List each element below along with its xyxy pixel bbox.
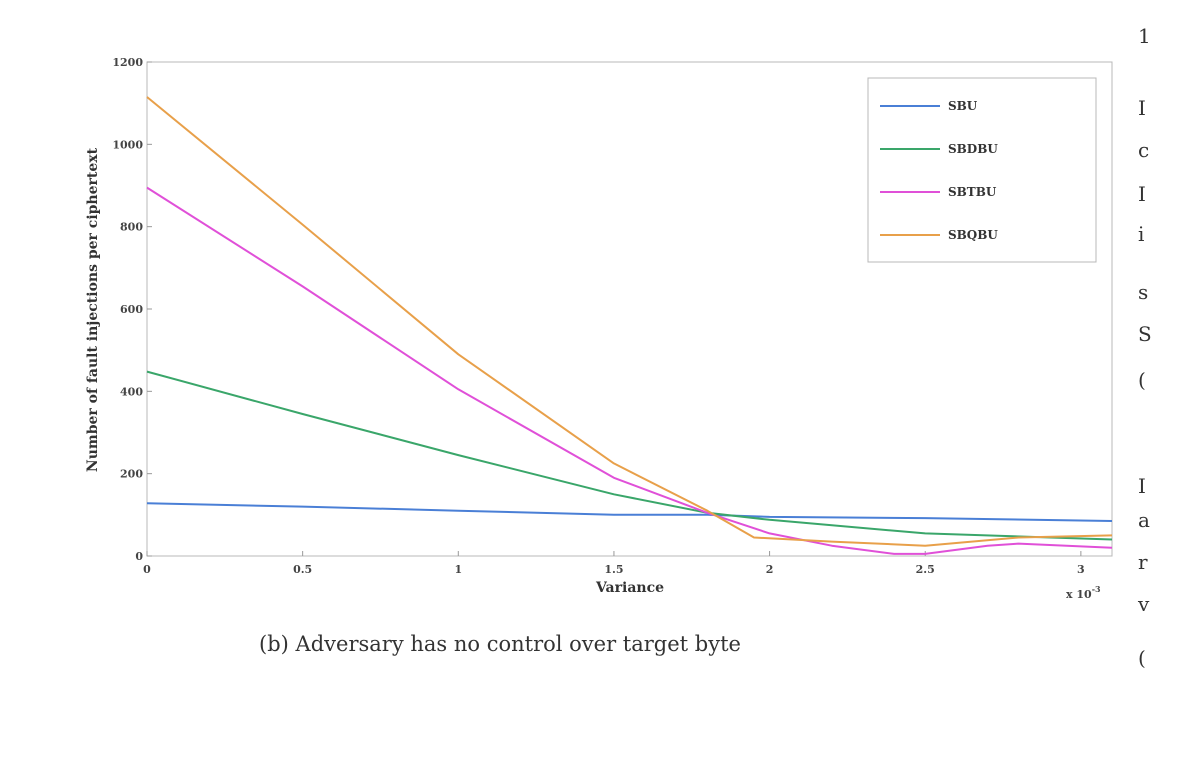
legend: SBU SBDBU SBTBU SBQBU <box>867 77 1097 263</box>
cropped-glyph: I <box>1138 96 1146 120</box>
legend-label-sbqbu: SBQBU <box>948 228 998 242</box>
series-line-sbu <box>146 502 1113 522</box>
cropped-glyph: c <box>1138 138 1150 162</box>
y-ticks: 0 200 400 600 800 1000 1200 <box>112 56 152 563</box>
series-line-sbqbu <box>146 96 1113 547</box>
series-lines <box>146 96 1113 555</box>
legend-label-sbu: SBU <box>948 99 978 113</box>
legend-label-sbdbu: SBDBU <box>948 142 998 156</box>
x-ticks: 0 0.5 1 1.5 2 2.5 3 <box>143 551 1085 576</box>
y-axis-label: Number of fault injections per ciphertex… <box>85 147 101 472</box>
cropped-glyph: ( <box>1138 646 1146 670</box>
y-tick-label: 1000 <box>112 138 143 151</box>
y-tick-label: 200 <box>120 468 143 481</box>
cropped-glyph: S <box>1138 322 1152 346</box>
cropped-glyph: r <box>1138 550 1148 574</box>
x-axis-label: Variance <box>595 580 664 596</box>
cropped-glyph: I <box>1138 182 1146 206</box>
cropped-glyph: i <box>1138 222 1145 246</box>
x-tick-label: 0.5 <box>293 563 312 576</box>
cropped-glyph: a <box>1138 508 1150 532</box>
legend-box <box>867 77 1097 263</box>
y-tick-label: 600 <box>120 303 143 316</box>
x-tick-label: 3 <box>1077 563 1085 576</box>
x-tick-label: 2 <box>766 563 774 576</box>
figure-caption: (b) Adversary has no control over target… <box>259 632 741 656</box>
x-tick-label: 1.5 <box>604 563 623 576</box>
y-tick-label: 0 <box>135 550 143 563</box>
cropped-glyph: ( <box>1138 368 1146 392</box>
cropped-glyph: s <box>1138 280 1149 304</box>
series-line-sbdbu <box>146 370 1113 541</box>
x-tick-label: 1 <box>454 563 462 576</box>
x-multiplier: x 10-3 <box>1066 584 1101 601</box>
cropped-glyph: I <box>1138 474 1146 498</box>
legend-label-sbtbu: SBTBU <box>948 185 997 199</box>
x-multiplier-exponent: -3 <box>1092 584 1101 594</box>
x-tick-label: 0 <box>143 563 151 576</box>
cropped-glyph: 1 <box>1138 24 1151 48</box>
y-tick-label: 400 <box>120 385 143 398</box>
cropped-glyph: v <box>1138 592 1150 616</box>
y-tick-label: 1200 <box>112 56 143 69</box>
x-tick-label: 2.5 <box>916 563 935 576</box>
y-tick-label: 800 <box>120 221 143 234</box>
line-chart: 0 200 400 600 800 1000 1200 0 0.5 1 1.5 2 2.5 3 Vari… <box>85 56 1113 601</box>
